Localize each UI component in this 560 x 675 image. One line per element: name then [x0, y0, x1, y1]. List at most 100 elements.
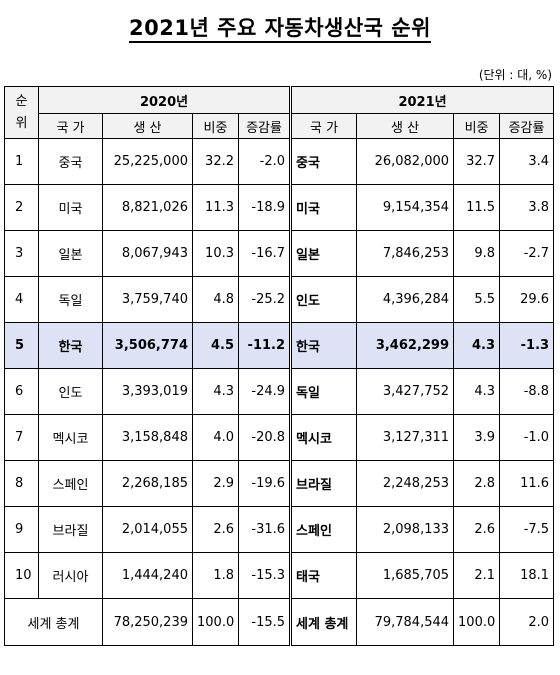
share-2021-cell: 2.6: [453, 506, 501, 553]
country-2020-cell: 일본: [38, 230, 103, 277]
table-row: 1 중국 25,225,000 32.2 -2.0 중국 26,082,000 32.7 3.4: [4, 138, 555, 185]
change-2021-cell: 3.8: [499, 184, 555, 231]
share-2021-cell: 2.1: [453, 552, 501, 599]
rank-cell: 9: [4, 506, 39, 553]
country-2021-cell: 스페인: [290, 506, 358, 553]
production-2020-cell: 3,393,019: [102, 368, 193, 415]
table-row: 8 스페인 2,268,185 2.9 -19.6 브라질 2,248,253 2.8 11.6: [4, 460, 555, 507]
rank-cell: 6: [4, 368, 39, 415]
share-2021-cell: 2.8: [453, 460, 501, 507]
table-row: 7 멕시코 3,158,848 4.0 -20.8 멕시코 3,127,311 3.9 -1.0: [4, 414, 555, 461]
country-header-2020: 국 가: [38, 113, 103, 139]
table-row: 10 러시아 1,444,240 1.8 -15.3 태국 1,685,705 2.1 18.1: [4, 552, 555, 599]
share-2020-cell: 4.0: [192, 414, 239, 461]
table-row: 9 브라질 2,014,055 2.6 -31.6 스페인 2,098,133 2.6 -7.5: [4, 506, 555, 553]
change-2021-cell: 18.1: [499, 552, 555, 599]
share-2020-cell: 10.3: [192, 230, 239, 277]
share-2021-cell: 32.7: [453, 138, 501, 185]
country-2020-cell: 미국: [38, 184, 103, 231]
share-2021-cell: 4.3: [453, 368, 501, 415]
change-header-2020: 증감률: [237, 113, 293, 139]
production-2021-cell: 26,082,000: [356, 138, 455, 185]
change-header-2021: 증감률: [499, 113, 555, 139]
production-header-2020: 생 산: [102, 113, 193, 139]
country-2021-cell: 미국: [290, 184, 358, 231]
country-2020-cell: 독일: [38, 276, 103, 323]
rank-cell: 4: [4, 276, 39, 323]
share-header-2020: 비중: [192, 113, 239, 139]
change-2021-cell: -2.7: [499, 230, 555, 277]
total-production-2020: 78,250,239: [102, 598, 193, 646]
production-2020-cell: 1,444,240: [102, 552, 193, 599]
production-2021-cell: 3,427,752: [356, 368, 455, 415]
total-share-2020: 100.0: [192, 598, 239, 646]
country-2020-cell: 스페인: [38, 460, 103, 507]
country-2020-cell: 한국: [38, 322, 103, 369]
country-2021-cell: 중국: [290, 138, 358, 185]
production-2021-cell: 2,098,133: [356, 506, 455, 553]
total-label-2021: 세계 총계: [290, 598, 358, 646]
production-2020-cell: 3,158,848: [102, 414, 193, 461]
total-row: 세계 총계 78,250,239 100.0 -15.5 세계 총계 79,784,544…: [4, 598, 555, 646]
table-row: 5 한국 3,506,774 4.5 -11.2 한국 3,462,299 4.3 -1.3: [4, 322, 555, 369]
production-2020-cell: 2,014,055: [102, 506, 193, 553]
country-2020-cell: 인도: [38, 368, 103, 415]
production-2021-cell: 3,127,311: [356, 414, 455, 461]
share-2020-cell: 11.3: [192, 184, 239, 231]
change-2021-cell: -1.3: [499, 322, 555, 369]
total-label-2020: 세계 총계: [4, 598, 103, 646]
rank-cell: 10: [4, 552, 39, 599]
year-2021-header: 2021년: [290, 86, 555, 114]
production-2021-cell: 7,846,253: [356, 230, 455, 277]
country-header-2021: 국 가: [290, 113, 358, 139]
country-2020-cell: 중국: [38, 138, 103, 185]
change-2021-cell: -8.8: [499, 368, 555, 415]
production-2021-cell: 9,154,354: [356, 184, 455, 231]
country-2020-cell: 멕시코: [38, 414, 103, 461]
change-2020-cell: -11.2: [237, 322, 293, 369]
change-2020-cell: -2.0: [237, 138, 293, 185]
change-2021-cell: -7.5: [499, 506, 555, 553]
production-2020-cell: 3,759,740: [102, 276, 193, 323]
rank-header: 순 위: [4, 86, 39, 139]
change-2020-cell: -16.7: [237, 230, 293, 277]
production-2021-cell: 3,462,299: [356, 322, 455, 369]
share-2020-cell: 2.9: [192, 460, 239, 507]
page-title: 2021년 주요 자동차생산국 순위: [0, 12, 560, 43]
total-share-2021: 100.0: [453, 598, 501, 646]
unit-note: (단위 : 대, %): [478, 68, 552, 82]
share-2020-cell: 4.3: [192, 368, 239, 415]
share-2020-cell: 2.6: [192, 506, 239, 553]
rank-cell: 3: [4, 230, 39, 277]
share-2020-cell: 4.8: [192, 276, 239, 323]
table-row: 4 독일 3,759,740 4.8 -25.2 인도 4,396,284 5.5 29.6: [4, 276, 555, 323]
change-2020-cell: -25.2: [237, 276, 293, 323]
change-2020-cell: -31.6: [237, 506, 293, 553]
change-2021-cell: 11.6: [499, 460, 555, 507]
share-2020-cell: 1.8: [192, 552, 239, 599]
total-change-2020: -15.5: [237, 598, 293, 646]
share-header-2021: 비중: [453, 113, 501, 139]
country-2021-cell: 멕시코: [290, 414, 358, 461]
production-2020-cell: 8,821,026: [102, 184, 193, 231]
share-2021-cell: 11.5: [453, 184, 501, 231]
change-2021-cell: -1.0: [499, 414, 555, 461]
rank-cell: 5: [4, 322, 39, 369]
share-2021-cell: 3.9: [453, 414, 501, 461]
page-title-text: 2021년 주요 자동차생산국 순위: [129, 16, 431, 43]
table-row: 2 미국 8,821,026 11.3 -18.9 미국 9,154,354 11.5 3.8: [4, 184, 555, 231]
country-2021-cell: 한국: [290, 322, 358, 369]
change-2021-cell: 3.4: [499, 138, 555, 185]
rank-header-top: 순: [15, 93, 28, 109]
country-2020-cell: 브라질: [38, 506, 103, 553]
production-2020-cell: 8,067,943: [102, 230, 193, 277]
share-2020-cell: 32.2: [192, 138, 239, 185]
change-2020-cell: -15.3: [237, 552, 293, 599]
production-2020-cell: 3,506,774: [102, 322, 193, 369]
production-2021-cell: 1,685,705: [356, 552, 455, 599]
header-row-years: 순 위 2020년 2021년: [4, 86, 555, 139]
production-2020-cell: 2,268,185: [102, 460, 193, 507]
production-2020-cell: 25,225,000: [102, 138, 193, 185]
production-2021-cell: 2,248,253: [356, 460, 455, 507]
share-2021-cell: 5.5: [453, 276, 501, 323]
